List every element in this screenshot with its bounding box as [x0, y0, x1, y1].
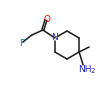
Text: N: N — [52, 33, 58, 42]
Text: F: F — [19, 40, 24, 49]
Text: NH: NH — [78, 65, 92, 74]
Text: 2: 2 — [90, 68, 95, 74]
Text: O: O — [43, 15, 50, 23]
